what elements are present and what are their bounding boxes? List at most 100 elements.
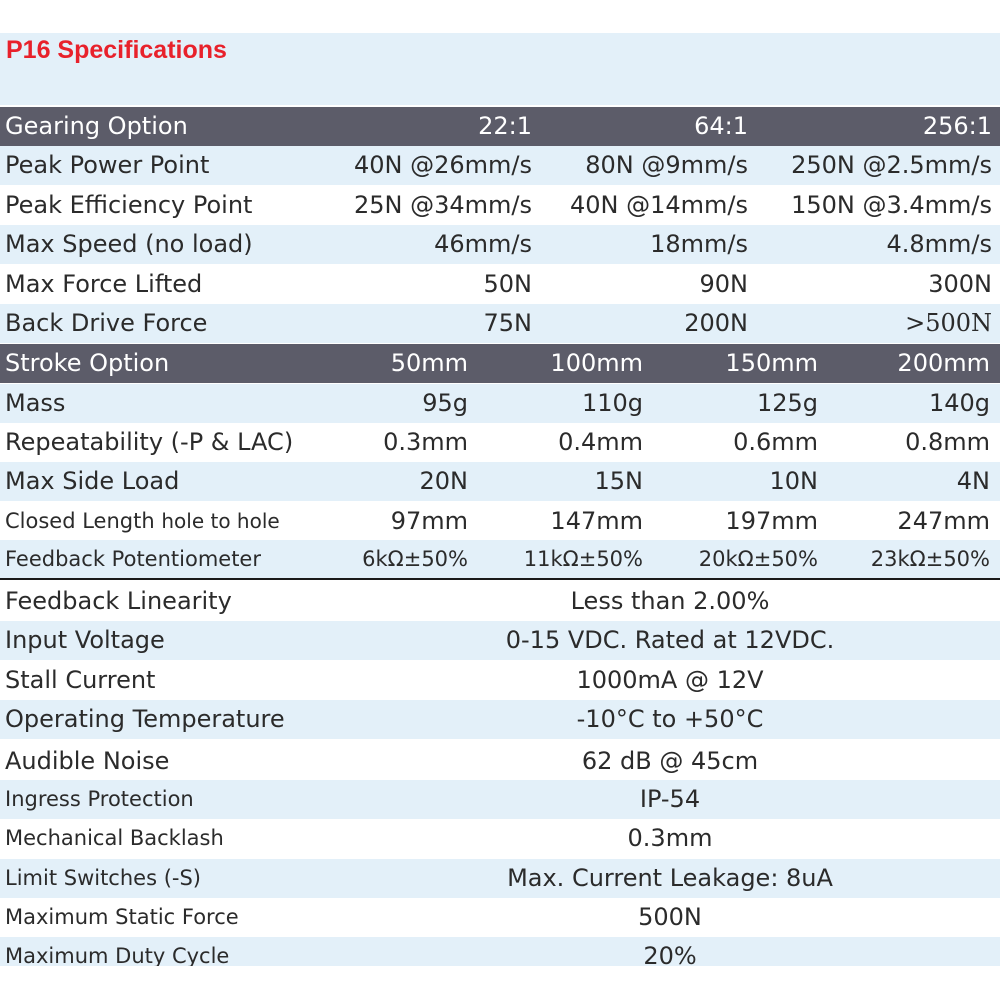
table-row: Stall Current 1000mA @ 12V bbox=[0, 661, 1000, 700]
table-row: Max Speed (no load) 46mm/s 18mm/s 4.8mm/… bbox=[0, 225, 1000, 264]
table-row: Feedback Linearity Less than 2.00% bbox=[0, 582, 1000, 621]
table-row: Peak Power Point 40N @26mm/s 80N @9mm/s … bbox=[0, 146, 1000, 185]
cell-value: 95g bbox=[422, 389, 468, 417]
table-row: Mechanical Backlash 0.3mm bbox=[0, 819, 1000, 858]
stroke-col-200: 200mm bbox=[897, 349, 990, 377]
cell-value: 40N @26mm/s bbox=[353, 151, 532, 179]
section-divider bbox=[0, 578, 1000, 580]
cell-value: 4N bbox=[956, 467, 990, 495]
row-label: Closed Length hole to hole bbox=[5, 502, 280, 541]
table-row: Max Side Load 20N 15N 10N 4N bbox=[0, 462, 1000, 501]
row-label: Maximum Duty Cycle bbox=[5, 944, 230, 968]
cell-value: 23kΩ±50% bbox=[870, 547, 990, 571]
table-row: Mass 95g 110g 125g 140g bbox=[0, 384, 1000, 423]
stroke-header-label: Stroke Option bbox=[5, 349, 170, 377]
table-row: Limit Switches (-S) Max. Current Leakage… bbox=[0, 859, 1000, 898]
cell-value: 75N bbox=[483, 309, 533, 337]
gearing-col-64: 64:1 bbox=[694, 112, 748, 140]
table-row: Repeatability (-P & LAC) 0.3mm 0.4mm 0.6… bbox=[0, 423, 1000, 462]
cell-value: 247mm bbox=[897, 507, 990, 535]
cell-value: 62 dB @ 45cm bbox=[581, 747, 759, 775]
row-label: Feedback Potentiometer bbox=[5, 547, 261, 571]
row-label: Mass bbox=[5, 389, 66, 417]
cell-value: 46mm/s bbox=[434, 230, 532, 258]
cell-value: 150N @3.4mm/s bbox=[791, 191, 992, 219]
row-label: Stall Current bbox=[5, 666, 156, 694]
cell-value: Less than 2.00% bbox=[570, 587, 770, 615]
row-label: Limit Switches (-S) bbox=[5, 866, 201, 890]
cell-value: 1000mA @ 12V bbox=[576, 666, 764, 694]
table-row: Peak Efficiency Point 25N @34mm/s 40N @1… bbox=[0, 186, 1000, 225]
row-label: Peak Power Point bbox=[5, 151, 210, 179]
bottom-crop-edge bbox=[0, 966, 1000, 1000]
row-label: Feedback Linearity bbox=[5, 587, 232, 615]
table-row: Operating Temperature -10°C to +50°C bbox=[0, 700, 1000, 739]
table-row: Ingress Protection IP-54 bbox=[0, 780, 1000, 819]
table-row: Input Voltage 0-15 VDC. Rated at 12VDC. bbox=[0, 621, 1000, 660]
cell-value: 250N @2.5mm/s bbox=[791, 151, 992, 179]
stroke-col-50: 50mm bbox=[390, 349, 468, 377]
title-band bbox=[0, 33, 1000, 105]
stroke-header-row: Stroke Option 50mm 100mm 150mm 200mm bbox=[0, 344, 1000, 383]
row-label: Max Side Load bbox=[5, 467, 180, 495]
table-row: Audible Noise 62 dB @ 45cm bbox=[0, 742, 1000, 781]
row-label: Input Voltage bbox=[5, 626, 165, 654]
row-label: Repeatability (-P & LAC) bbox=[5, 428, 294, 456]
cell-value: 300N bbox=[928, 270, 992, 298]
cell-value: 197mm bbox=[725, 507, 818, 535]
cell-value: 200N bbox=[684, 309, 748, 337]
cell-value: -10°C to +50°C bbox=[576, 705, 764, 733]
cell-value: 80N @9mm/s bbox=[585, 151, 748, 179]
cell-value: IP-54 bbox=[639, 785, 701, 813]
cell-value: 0.6mm bbox=[733, 428, 818, 456]
table-row: Feedback Potentiometer 6kΩ±50% 11kΩ±50% … bbox=[0, 540, 1000, 579]
stroke-col-100: 100mm bbox=[550, 349, 643, 377]
gearing-col-256: 256:1 bbox=[922, 112, 992, 140]
cell-value: 147mm bbox=[550, 507, 643, 535]
cell-value: 15N bbox=[594, 467, 644, 495]
cell-value: 0.3mm bbox=[627, 824, 713, 852]
row-label: Ingress Protection bbox=[5, 787, 194, 811]
row-label: Mechanical Backlash bbox=[5, 826, 224, 850]
row-label: Operating Temperature bbox=[5, 705, 285, 733]
row-label: Max Speed (no load) bbox=[5, 230, 253, 258]
row-label: Max Force Lifted bbox=[5, 270, 203, 298]
cell-value: 110g bbox=[581, 389, 643, 417]
row-label-sub: hole to hole bbox=[161, 509, 280, 533]
cell-value: 97mm bbox=[390, 507, 468, 535]
gearing-col-22: 22:1 bbox=[478, 112, 532, 140]
row-label: Audible Noise bbox=[5, 747, 170, 775]
cell-value: Max. Current Leakage: 8uA bbox=[507, 864, 833, 892]
gearing-header-label: Gearing Option bbox=[5, 112, 188, 140]
page-title: P16 Specifications bbox=[6, 36, 227, 64]
cell-value: 20% bbox=[643, 942, 697, 970]
stroke-col-150: 150mm bbox=[725, 349, 818, 377]
cell-value: 40N @14mm/s bbox=[569, 191, 748, 219]
cell-value: 6kΩ±50% bbox=[362, 547, 468, 571]
row-label: Back Drive Force bbox=[5, 309, 208, 337]
cell-value: 0.4mm bbox=[558, 428, 643, 456]
cell-value: 0.8mm bbox=[905, 428, 990, 456]
cell-value: 125g bbox=[756, 389, 818, 417]
row-label: Peak Efficiency Point bbox=[5, 191, 253, 219]
cell-value: 10N bbox=[769, 467, 819, 495]
table-row: Closed Length hole to hole 97mm 147mm 19… bbox=[0, 502, 1000, 541]
cell-value: 50N bbox=[483, 270, 533, 298]
table-row: Maximum Static Force 500N bbox=[0, 898, 1000, 937]
cell-value: >500N bbox=[905, 309, 992, 337]
cell-value: 90N bbox=[699, 270, 749, 298]
cell-value: 4.8mm/s bbox=[886, 230, 992, 258]
cell-value: 0.3mm bbox=[383, 428, 468, 456]
cell-value: 18mm/s bbox=[650, 230, 748, 258]
gearing-header-row: Gearing Option 22:1 64:1 256:1 bbox=[0, 107, 1000, 146]
cell-value: 500N bbox=[638, 903, 702, 931]
cell-value: 20N bbox=[419, 467, 469, 495]
cell-value: 140g bbox=[928, 389, 990, 417]
cell-value: 0-15 VDC. Rated at 12VDC. bbox=[505, 626, 835, 654]
row-label-main: Closed Length bbox=[5, 509, 155, 533]
cell-value: 25N @34mm/s bbox=[353, 191, 532, 219]
table-row: Max Force Lifted 50N 90N 300N bbox=[0, 265, 1000, 304]
table-row: Back Drive Force 75N 200N >500N bbox=[0, 304, 1000, 343]
cell-value: 20kΩ±50% bbox=[698, 547, 818, 571]
